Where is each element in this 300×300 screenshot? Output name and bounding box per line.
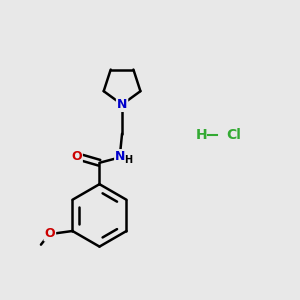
Text: H: H (124, 155, 132, 165)
Text: O: O (44, 227, 55, 241)
Text: N: N (117, 98, 127, 111)
Text: O: O (71, 150, 82, 163)
Text: N: N (115, 150, 125, 163)
Text: H: H (196, 128, 208, 142)
Text: Cl: Cl (226, 128, 241, 142)
